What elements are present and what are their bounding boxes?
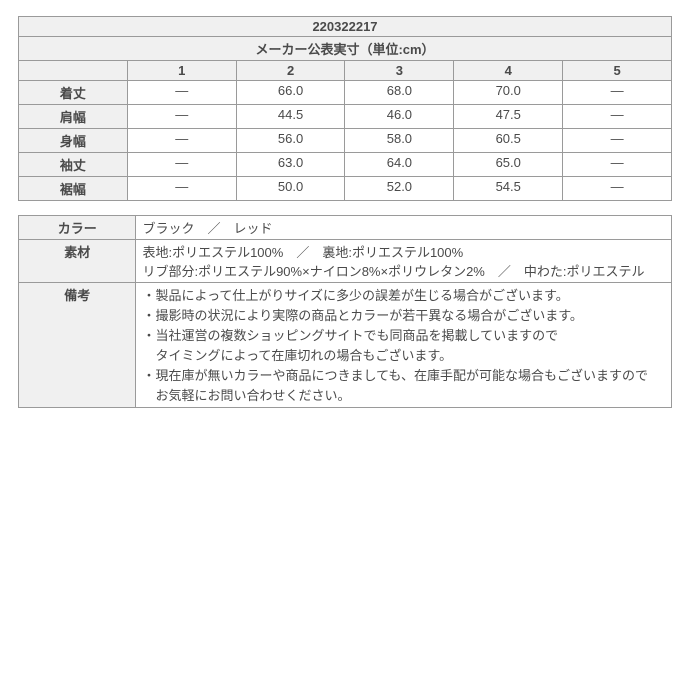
- size-cell: 64.0: [345, 153, 454, 177]
- size-cell: —: [127, 81, 236, 105]
- product-id: 220322217: [19, 17, 672, 37]
- notes-label: 備考: [19, 283, 136, 408]
- color-value: ブラック ／ レッド: [136, 216, 672, 240]
- size-row: 裾幅 — 50.0 52.0 54.5 —: [19, 177, 672, 201]
- size-row-label: 着丈: [19, 81, 128, 105]
- material-line2: リブ部分:ポリエステル90%×ナイロン8%×ポリウレタン2% ／ 中わた:ポリエ…: [142, 261, 665, 280]
- size-blank-header: [19, 61, 128, 81]
- size-cell: —: [563, 105, 672, 129]
- size-cell: 66.0: [236, 81, 345, 105]
- size-table-title: メーカー公表実寸（単位:cm）: [19, 37, 672, 61]
- size-cell: 54.5: [454, 177, 563, 201]
- size-cell: —: [127, 153, 236, 177]
- size-row-label: 身幅: [19, 129, 128, 153]
- size-col-4: 4: [454, 61, 563, 81]
- material-label: 素材: [19, 240, 136, 283]
- size-col-1: 1: [127, 61, 236, 81]
- size-cell: —: [127, 105, 236, 129]
- size-cell: 44.5: [236, 105, 345, 129]
- size-cell: 50.0: [236, 177, 345, 201]
- size-row-label: 袖丈: [19, 153, 128, 177]
- size-cell: 58.0: [345, 129, 454, 153]
- size-cell: —: [563, 81, 672, 105]
- size-row-label: 肩幅: [19, 105, 128, 129]
- color-label: カラー: [19, 216, 136, 240]
- note-item: ・撮影時の状況により実際の商品とカラーが若干異なる場合がございます。: [142, 305, 665, 325]
- size-col-3: 3: [345, 61, 454, 81]
- size-row-label: 裾幅: [19, 177, 128, 201]
- size-cell: —: [127, 177, 236, 201]
- size-table: 220322217 メーカー公表実寸（単位:cm） 1 2 3 4 5 着丈 —…: [18, 16, 672, 201]
- size-cell: 65.0: [454, 153, 563, 177]
- note-item: ・製品によって仕上がりサイズに多少の誤差が生じる場合がございます。: [142, 285, 665, 305]
- size-cell: —: [127, 129, 236, 153]
- note-item: お気軽にお問い合わせください。: [142, 385, 665, 405]
- info-table: カラー ブラック ／ レッド 素材 表地:ポリエステル100% ／ 裏地:ポリエ…: [18, 215, 672, 408]
- size-row: 肩幅 — 44.5 46.0 47.5 —: [19, 105, 672, 129]
- size-col-5: 5: [563, 61, 672, 81]
- size-row: 着丈 — 66.0 68.0 70.0 —: [19, 81, 672, 105]
- notes-value: ・製品によって仕上がりサイズに多少の誤差が生じる場合がございます。 ・撮影時の状…: [136, 283, 672, 408]
- size-row: 袖丈 — 63.0 64.0 65.0 —: [19, 153, 672, 177]
- size-col-2: 2: [236, 61, 345, 81]
- material-value: 表地:ポリエステル100% ／ 裏地:ポリエステル100% リブ部分:ポリエステ…: [136, 240, 672, 283]
- size-cell: —: [563, 153, 672, 177]
- size-cell: 70.0: [454, 81, 563, 105]
- note-item: ・当社運営の複数ショッピングサイトでも同商品を掲載していますので: [142, 325, 665, 345]
- size-cell: 63.0: [236, 153, 345, 177]
- size-cell: 52.0: [345, 177, 454, 201]
- size-cell: 60.5: [454, 129, 563, 153]
- size-cell: 47.5: [454, 105, 563, 129]
- size-cell: 46.0: [345, 105, 454, 129]
- note-item: ・現在庫が無いカラーや商品につきましても、在庫手配が可能な場合もございますので: [142, 365, 665, 385]
- size-cell: 56.0: [236, 129, 345, 153]
- size-row: 身幅 — 56.0 58.0 60.5 —: [19, 129, 672, 153]
- note-item: タイミングによって在庫切れの場合もございます。: [142, 345, 665, 365]
- material-line1: 表地:ポリエステル100% ／ 裏地:ポリエステル100%: [142, 242, 665, 261]
- size-cell: 68.0: [345, 81, 454, 105]
- size-cell: —: [563, 177, 672, 201]
- size-cell: —: [563, 129, 672, 153]
